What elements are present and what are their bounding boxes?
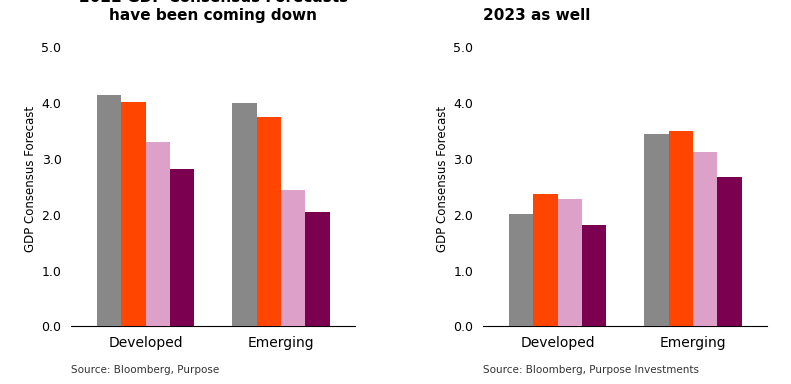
Bar xyxy=(233,103,256,326)
Bar xyxy=(693,152,717,326)
Text: Source: Bloomberg, Purpose Investments: Source: Bloomberg, Purpose Investments xyxy=(483,365,699,375)
Bar xyxy=(97,95,121,326)
Y-axis label: GDP Consensus Forecast: GDP Consensus Forecast xyxy=(25,106,37,252)
Bar xyxy=(170,169,195,326)
Bar xyxy=(668,131,693,326)
Bar xyxy=(558,199,582,326)
Bar xyxy=(146,142,170,326)
Bar xyxy=(509,214,533,326)
Text: Source: Bloomberg, Purpose: Source: Bloomberg, Purpose xyxy=(71,365,219,375)
Y-axis label: GDP Consensus Forecast: GDP Consensus Forecast xyxy=(437,106,449,252)
Bar xyxy=(582,225,606,326)
Bar xyxy=(533,194,558,326)
Bar xyxy=(256,117,281,326)
Bar xyxy=(644,134,668,326)
Title: 2022 GDP Consensus Forecasts
have been coming down: 2022 GDP Consensus Forecasts have been c… xyxy=(78,0,348,23)
Bar xyxy=(121,102,146,326)
Bar xyxy=(305,212,330,326)
Bar xyxy=(717,177,742,326)
Text: 2023 as well: 2023 as well xyxy=(483,8,591,23)
Bar xyxy=(281,190,305,326)
